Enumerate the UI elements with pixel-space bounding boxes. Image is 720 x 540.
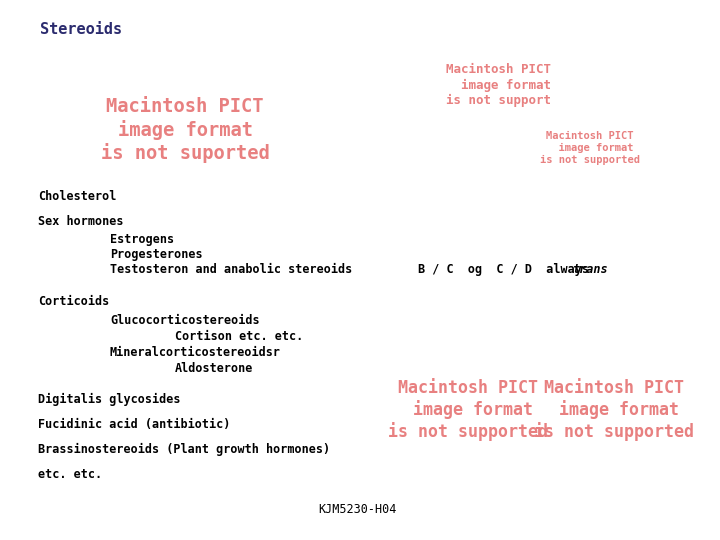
Text: Stereoids: Stereoids bbox=[40, 22, 122, 37]
Text: Corticoids: Corticoids bbox=[38, 295, 109, 308]
Text: Macintosh PICT
  image format
is not supported: Macintosh PICT image format is not suppo… bbox=[540, 131, 640, 165]
Text: KJM5230-H04: KJM5230-H04 bbox=[318, 503, 397, 516]
Text: Cortison etc. etc.: Cortison etc. etc. bbox=[175, 330, 303, 343]
Text: Testosteron and anabolic stereoids: Testosteron and anabolic stereoids bbox=[110, 263, 352, 276]
Text: Sex hormones: Sex hormones bbox=[38, 215, 124, 228]
Text: Aldosterone: Aldosterone bbox=[175, 362, 253, 375]
Text: Macintosh PICT
 image format
is not supported: Macintosh PICT image format is not suppo… bbox=[534, 379, 694, 441]
Text: Digitalis glycosides: Digitalis glycosides bbox=[38, 393, 181, 406]
Text: Estrogens: Estrogens bbox=[110, 233, 174, 246]
Text: Fucidinic acid (antibiotic): Fucidinic acid (antibiotic) bbox=[38, 418, 230, 431]
Text: Macintosh PICT
image format
is not suported: Macintosh PICT image format is not supor… bbox=[101, 97, 269, 163]
Text: Mineralcorticostereoidsr: Mineralcorticostereoidsr bbox=[110, 346, 281, 359]
Text: Progesterones: Progesterones bbox=[110, 248, 202, 261]
Text: etc. etc.: etc. etc. bbox=[38, 468, 102, 481]
Text: Glucocorticostereoids: Glucocorticostereoids bbox=[110, 314, 260, 327]
Text: trans: trans bbox=[572, 263, 608, 276]
Text: Macintosh PICT
 image format
is not supported: Macintosh PICT image format is not suppo… bbox=[388, 379, 548, 441]
Text: B / C  og  C / D  always: B / C og C / D always bbox=[418, 263, 596, 276]
Text: Cholesterol: Cholesterol bbox=[38, 190, 117, 203]
Text: Macintosh PICT
  image format
is not support: Macintosh PICT image format is not suppo… bbox=[446, 63, 551, 106]
Text: Brassinostereoids (Plant growth hormones): Brassinostereoids (Plant growth hormones… bbox=[38, 443, 330, 456]
